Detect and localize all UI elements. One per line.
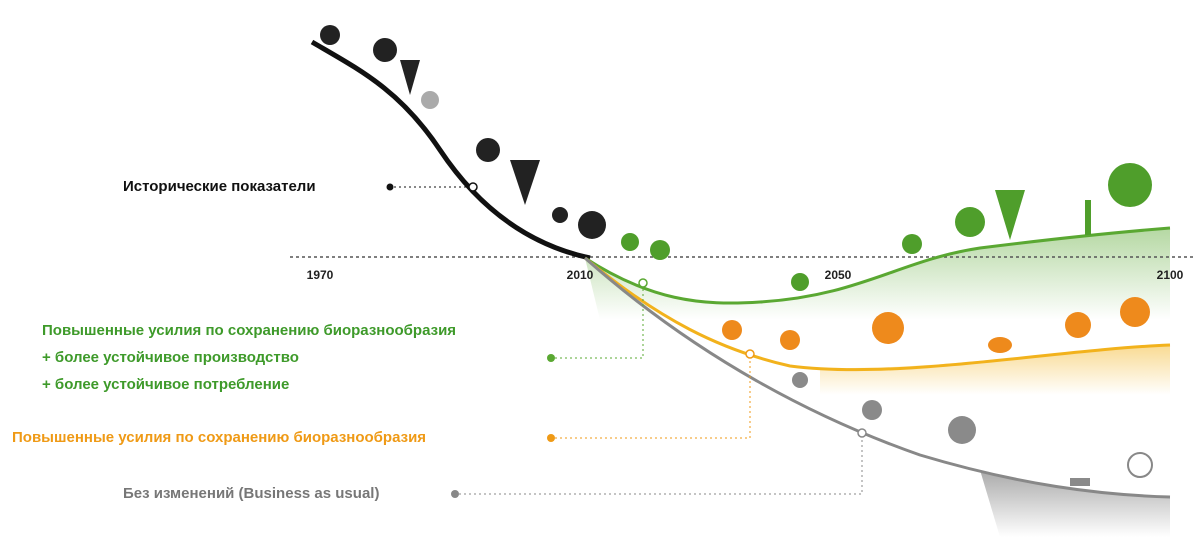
callout-marker: [745, 349, 755, 359]
historical-label: Исторические показатели: [123, 178, 316, 195]
orange-area: [820, 345, 1170, 395]
callout-line: [459, 437, 863, 495]
silhouettes-orange: [722, 297, 1150, 353]
silhouettes-green: [621, 163, 1152, 291]
callout-marker: [638, 278, 648, 288]
silhouettes-gray: [792, 372, 1153, 486]
year-label: 2010: [567, 268, 594, 282]
orange-curve: [584, 256, 1171, 372]
callout-dot: [451, 490, 459, 498]
callout-line: [555, 287, 644, 359]
callout-marker: [857, 428, 867, 438]
year-label: 1970: [307, 268, 334, 282]
green-label: + более устойчивое производство: [42, 349, 299, 366]
green-label: + более устойчивое потребление: [42, 376, 289, 393]
callout-marker: [468, 182, 478, 192]
silhouettes-historical: [320, 25, 606, 239]
green-label: Повышенные усилия по сохранению биоразно…: [42, 322, 456, 339]
callout-dot: [547, 434, 555, 442]
year-label: 2050: [825, 268, 852, 282]
gray-curve: [584, 256, 1171, 499]
year-label: 2100: [1157, 268, 1184, 282]
callout-dot: [547, 354, 555, 362]
gray-label: Без изменений (Business as usual): [123, 485, 379, 502]
historical-curve: [310, 39, 591, 261]
green-area: [585, 228, 1170, 320]
gray-area: [980, 470, 1170, 537]
callout-line: [555, 358, 751, 439]
green-curve: [584, 226, 1171, 305]
callout-dot: [386, 183, 394, 191]
orange-label: Повышенные усилия по сохранению биоразно…: [12, 429, 426, 446]
